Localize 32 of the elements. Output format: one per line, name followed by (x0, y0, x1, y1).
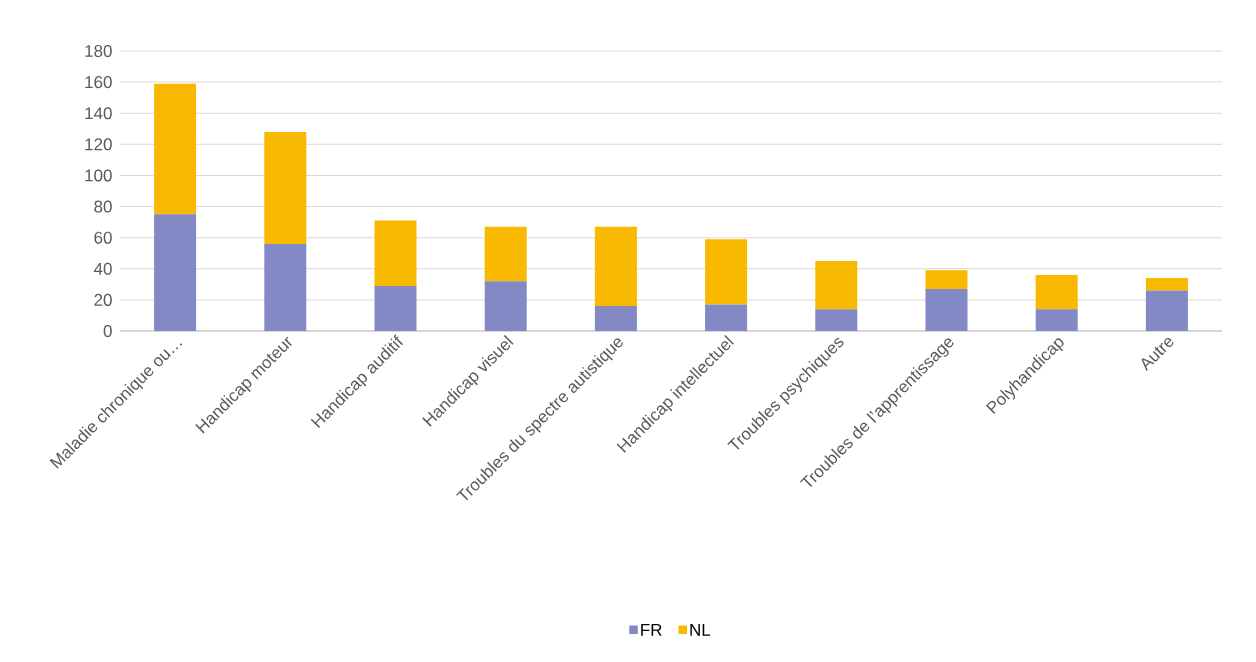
y-tick-label: 80 (94, 200, 112, 213)
bar (815, 309, 858, 331)
bar (484, 281, 527, 331)
bar (594, 226, 637, 307)
legend-label: NL (690, 624, 711, 636)
bar (484, 226, 527, 282)
y-tick-label: 0 (103, 324, 112, 338)
bar (374, 220, 417, 286)
y-tick-label: 60 (94, 231, 112, 244)
bar (594, 306, 637, 331)
bar (264, 243, 307, 331)
y-tick-label: 140 (85, 107, 112, 120)
bar (154, 83, 197, 215)
y-tick-label: 180 (85, 44, 112, 58)
legend-label: FR (641, 624, 662, 636)
bar (1145, 290, 1188, 331)
bar (925, 270, 968, 289)
bar (1035, 309, 1078, 331)
bar (374, 285, 417, 331)
bar (705, 304, 748, 331)
y-tick-label: 100 (85, 169, 112, 182)
bar (154, 214, 197, 331)
bar (264, 131, 307, 244)
y-tick-label: 160 (85, 76, 112, 89)
bar (705, 239, 748, 305)
y-tick-label: 40 (93, 262, 112, 275)
bar (815, 261, 858, 310)
bar (1035, 275, 1078, 310)
y-tick-label: 20 (94, 293, 112, 306)
bar (1145, 278, 1188, 291)
bar (925, 289, 968, 331)
y-tick-label: 120 (85, 138, 112, 151)
